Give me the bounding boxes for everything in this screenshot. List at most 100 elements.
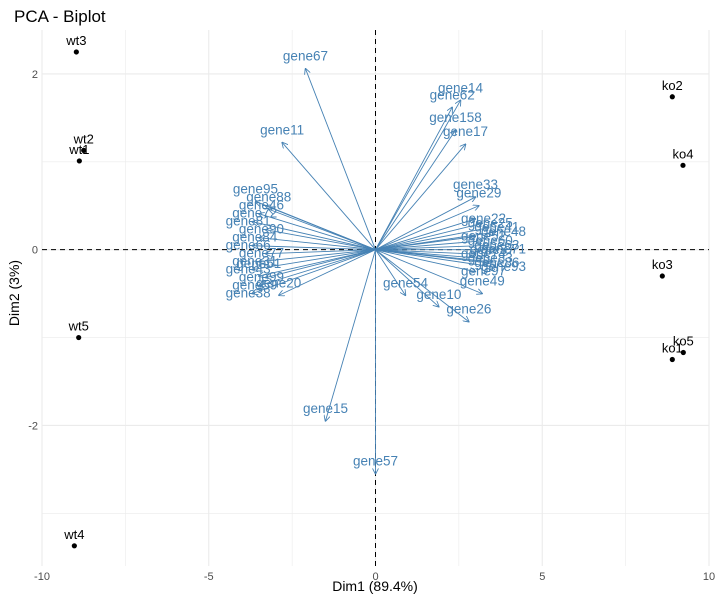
variable-label: gene48 <box>481 224 526 239</box>
variable-label: gene63 <box>474 237 519 252</box>
variable-label: gene158 <box>429 110 482 125</box>
variable-arrow <box>265 249 376 278</box>
variable-arrow <box>375 206 479 251</box>
variable-label: gene15 <box>303 401 348 416</box>
individual-point-ko5 <box>680 349 686 356</box>
individual-label-wt5: wt5 <box>68 319 89 334</box>
variable-label: gene29 <box>456 186 501 201</box>
variable-arrow <box>375 107 453 250</box>
individual-point-wt4 <box>71 543 77 549</box>
individual-point-ko4 <box>680 162 686 168</box>
variable-label: gene10 <box>416 287 461 302</box>
variable-arrow <box>375 249 469 322</box>
variable-label: gene46 <box>239 198 284 213</box>
chart-title: PCA - Biplot <box>14 7 106 26</box>
variable-arrow <box>265 206 376 251</box>
variable-arrow <box>375 219 476 251</box>
variable-arrow <box>375 241 483 251</box>
variable-arrow <box>375 236 476 251</box>
individual-label-ko1: ko1 <box>662 341 683 356</box>
variable-label: gene17 <box>443 124 488 139</box>
variable-arrow <box>375 245 489 251</box>
x-tick-label: 0 <box>372 571 378 583</box>
variable-arrow <box>265 249 376 254</box>
variable-label: gene97 <box>461 264 506 279</box>
variable-label: gene41 <box>474 220 519 235</box>
variable-arrow <box>259 214 376 251</box>
y-tick-label: -2 <box>28 420 38 432</box>
individual-point-wt3 <box>73 49 79 55</box>
individual-label-wt3: wt3 <box>65 33 86 48</box>
x-tick-label: -10 <box>34 571 50 583</box>
individual-label-wt4: wt4 <box>63 527 84 542</box>
variable-label: gene43 <box>226 262 271 277</box>
variable-arrow <box>375 197 476 251</box>
variable-label: gene67 <box>283 49 328 64</box>
variable-arrow <box>375 249 483 294</box>
variable-arrow <box>375 249 476 254</box>
x-axis-title: Dim1 (89.4%) <box>332 578 418 594</box>
axis-ticks: -10 -5 0 5 10 -2 0 2 <box>28 69 715 583</box>
variable-label: gene66 <box>226 238 271 253</box>
variable-arrow <box>375 144 466 250</box>
variable-arrow <box>252 249 376 294</box>
individual-label-wt2: wt2 <box>73 131 94 146</box>
variable-label: gene95 <box>233 181 278 196</box>
individual-point-ko1 <box>669 356 675 363</box>
individual-label-wt1: wt1 <box>68 142 89 157</box>
variable-arrow <box>279 249 376 296</box>
variable-label: gene60 <box>468 233 513 248</box>
variable-label: gene11 <box>260 122 304 137</box>
individual-label-ko3: ko3 <box>652 257 673 272</box>
variable-label: gene62 <box>430 87 475 102</box>
variable-arrow <box>252 249 376 270</box>
variable-arrow <box>375 249 476 272</box>
variable-arrow <box>375 249 496 268</box>
variable-arrow <box>265 230 376 251</box>
variable-label: gene14 <box>438 80 484 95</box>
variable-label: gene38 <box>226 286 271 301</box>
variable-label: gene49 <box>460 274 505 289</box>
y-tick-label: 2 <box>32 69 38 81</box>
individual-label-ko2: ko2 <box>662 78 683 93</box>
variable-arrow <box>259 249 376 262</box>
variable-label: gene25 <box>468 215 513 230</box>
variable-arrow <box>375 249 489 263</box>
variable-label: gene71 <box>481 242 526 257</box>
variable-arrow <box>252 222 376 251</box>
variable-label: gene33 <box>453 177 498 192</box>
variable-label: gene81 <box>226 214 271 229</box>
variable-arrow <box>375 249 439 307</box>
variable-label: gene90 <box>239 222 284 237</box>
x-tick-label: 10 <box>703 571 715 583</box>
variable-label: gene31 <box>232 254 277 269</box>
variable-label: gene72 <box>232 206 277 221</box>
variable-label: gene26 <box>446 302 491 317</box>
variable-arrow <box>282 142 376 250</box>
variable-arrow <box>325 249 376 421</box>
variable-label: gene22 <box>461 211 506 226</box>
variable-arrow <box>375 228 489 251</box>
individual-label-ko5: ko5 <box>673 333 694 348</box>
variable-arrow <box>375 100 461 250</box>
variable-arrow <box>375 223 483 251</box>
variable-arrow <box>375 249 483 259</box>
variable-label: gene88 <box>246 189 291 204</box>
variable-arrow <box>375 130 456 250</box>
variable-label: gene84 <box>232 230 278 245</box>
individual-point-ko2 <box>669 94 675 100</box>
y-tick-label: 0 <box>32 245 38 257</box>
variable-label: gene93 <box>481 259 526 274</box>
variable-label: gene52 <box>461 228 506 243</box>
variable-arrow <box>252 246 376 251</box>
individual-point-wt2 <box>81 147 87 153</box>
individual-point-wt1 <box>76 158 82 164</box>
variable-arrow <box>305 69 376 250</box>
variable-arrow <box>259 249 376 276</box>
x-tick-label: -5 <box>204 571 214 583</box>
variable-label: gene77 <box>239 246 284 261</box>
variable-arrow <box>375 249 406 296</box>
